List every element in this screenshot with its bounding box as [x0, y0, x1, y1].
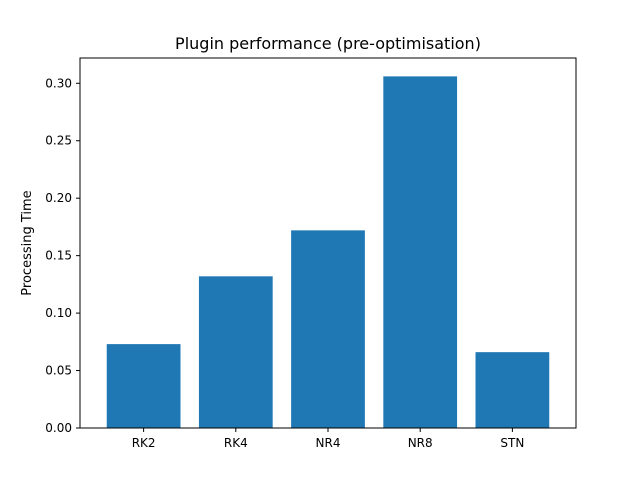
x-tick-label: NR4 — [316, 436, 341, 450]
y-tick-label: 0.25 — [45, 134, 72, 148]
y-axis: 0.00 0.05 0.10 0.15 0.20 0.25 0.30 — [45, 76, 80, 435]
y-tick-label: 0.05 — [45, 364, 72, 378]
x-axis: RK2 RK4 NR4 NR8 STN — [132, 428, 524, 450]
y-tick-label: 0.10 — [45, 306, 72, 320]
x-tick-label: RK2 — [132, 436, 156, 450]
x-tick-label: STN — [500, 436, 524, 450]
bars-layer — [106, 76, 550, 428]
y-axis-label: Processing Time — [20, 190, 35, 295]
bar-rk4 — [198, 276, 273, 428]
x-tick-label: NR8 — [408, 436, 433, 450]
bar-nr4 — [291, 230, 365, 428]
bar-nr8 — [383, 76, 458, 428]
y-tick-label: 0.15 — [45, 249, 72, 263]
plot-frame — [79, 57, 577, 429]
x-tick-label: RK4 — [224, 436, 248, 450]
y-tick-label: 0.20 — [45, 191, 72, 205]
y-tick-label: 0.00 — [45, 421, 72, 435]
bar-rk2 — [106, 344, 181, 428]
bar-stn — [475, 352, 550, 428]
y-tick-label: 0.30 — [45, 76, 72, 90]
chart-title: Plugin performance (pre-optimisation) — [175, 34, 481, 53]
